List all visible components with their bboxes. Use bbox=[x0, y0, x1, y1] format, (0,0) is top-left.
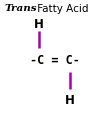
Text: H: H bbox=[65, 94, 75, 107]
Text: Trans: Trans bbox=[4, 4, 37, 13]
Text: Fatty Acid: Fatty Acid bbox=[34, 4, 88, 14]
Text: H: H bbox=[34, 18, 44, 30]
Text: -C = C-: -C = C- bbox=[30, 54, 79, 66]
